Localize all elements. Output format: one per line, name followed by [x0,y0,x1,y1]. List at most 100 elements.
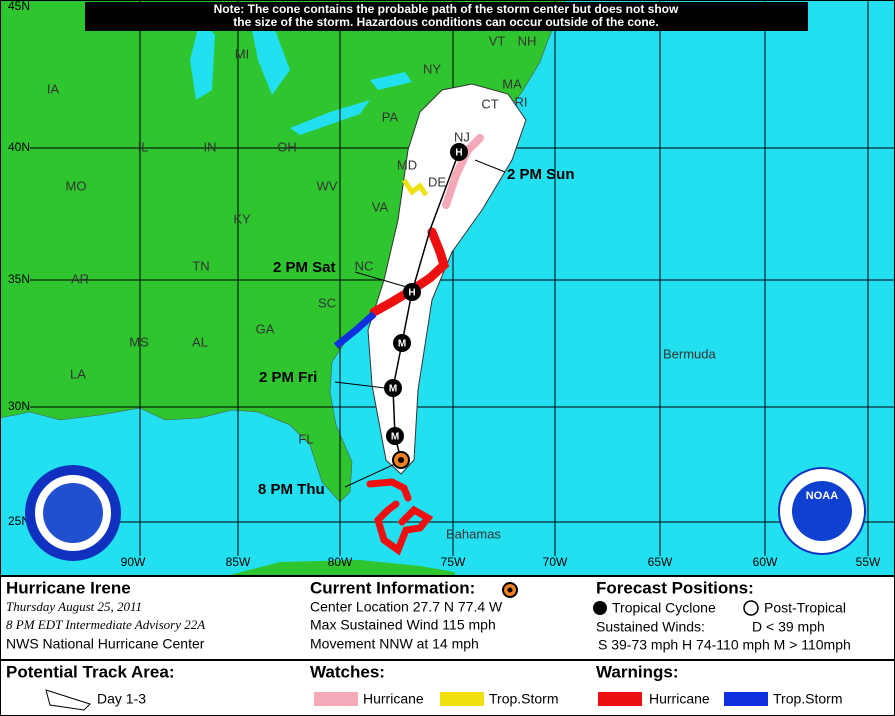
hurricane-watch [442,134,484,209]
logo-center [792,481,852,541]
bahamas-warning [366,478,434,556]
latitude-label: 30N [8,399,30,413]
state-label: CT [481,96,498,111]
state-label: AL [192,334,208,349]
forecast-point [386,427,404,445]
legend-text: Trop.Storm [773,691,843,707]
wind: Max Sustained Wind 115 mph [310,617,496,633]
state-label: FL [298,431,313,446]
lake-huron [250,20,290,95]
latitude-label: 45N [8,0,30,13]
state-label: SC [318,295,336,310]
lake-ontario [370,72,412,90]
state-labels: IA MI NY VT NH MA CT RI PA NJ MD DE OH IN IL MO WV VA KY TN… [47,33,537,446]
latitude-label: 35N [8,272,30,286]
state-label: MO [66,178,87,193]
state-label: RI [515,94,528,109]
time-label: 8 PM Thu [258,481,325,498]
legend-text: S 39-73 mph H 74-110 mph M > 110mph [598,637,851,653]
logo-center [43,483,103,543]
state-label: IA [47,81,60,96]
longitude-label: 90W [121,555,146,569]
longitude-label: 85W [226,555,251,569]
swatch [314,692,358,706]
tropical-icon [593,601,607,615]
leader [334,381,386,389]
state-label: MI [235,46,249,61]
time-label: 2 PM Fri [259,369,317,386]
legend-text: Day 1-3 [97,691,146,707]
current-position-dot [398,457,404,463]
longitude-label: 60W [753,555,778,569]
longitude-label: 55W [856,555,881,569]
heading: Current Information: [310,578,475,597]
state-label: MS [129,334,149,349]
state-label: KY [233,211,251,226]
leader [474,159,506,173]
state-label: LA [70,366,86,381]
state-label: AR [71,271,89,286]
place-label: Bahamas [446,526,501,541]
legend-text: Trop.Storm [489,691,559,707]
logo-text: NOAA [806,490,838,502]
note-box [85,2,808,31]
marker-letter: H [408,288,415,299]
time-label: 2 PM Sun [507,166,575,183]
lake-erie [290,100,370,135]
state-label: IL [138,139,149,154]
state-label: PA [382,109,399,124]
state-label: OH [277,139,297,154]
place-label: Bermuda [663,346,717,361]
longitude-label: 80W [328,555,353,569]
storm-name: Hurricane Irene [6,578,131,597]
marker-letter: M [398,339,406,350]
state-label: IN [204,139,217,154]
state-label: TN [192,258,209,273]
state-label: MA [502,76,522,91]
latitude-label: 25N [8,514,30,528]
state-label: MD [397,157,417,172]
nws-logo [25,465,121,561]
heading: Forecast Positions: [596,578,754,597]
state-label: NC [355,258,374,273]
legend-text: Tropical Cyclone [612,600,716,616]
noaa-logo: NOAA [778,467,866,555]
map: H H M M M 2 PM Sun 2 PM Sat 2 PM Fri 8 P… [0,0,895,576]
marker-letter: M [391,432,399,443]
latitude-labels: 45N 40N 35N 30N 25N [8,0,30,528]
leader [354,271,411,289]
heading: Warnings: [596,662,678,681]
longitude-label: 70W [543,555,568,569]
note-text: the size of the storm. Hazardous conditi… [233,15,658,29]
storm-watch [401,178,429,197]
longitude-label: 65W [648,555,673,569]
heading: Potential Track Area: [6,662,175,681]
advisory: 8 PM EDT Intermediate Advisory 22A [6,617,205,632]
legend-text: Hurricane [363,691,424,707]
state-label: WV [317,178,338,193]
movement: Movement NNW at 14 mph [310,636,479,652]
marker-letter: M [389,384,397,395]
state-label: NJ [454,129,470,144]
time-label: 2 PM Sat [273,259,336,276]
forecast-point [384,379,402,397]
location: Center Location 27.7 N 77.4 W [310,599,503,615]
note-text: Note: The cone contains the probable pat… [214,2,679,16]
state-label: DE [428,174,446,189]
state-label: VT [489,33,506,48]
storm-warning [333,311,377,349]
forecast-point [403,283,421,301]
marker-letter: H [455,148,462,159]
cuba [230,560,455,576]
forecast-point [393,334,411,352]
hurricane-warning [369,227,450,317]
longitude-labels: 90W 85W 80W 75W 70W 65W 60W 55W [121,555,881,569]
latitude-label: 40N [8,140,30,154]
swatch [598,692,642,706]
swatch [440,692,484,706]
forecast-point [450,143,468,161]
state-label: NY [423,61,441,76]
legend-text: D < 39 mph [752,619,825,635]
